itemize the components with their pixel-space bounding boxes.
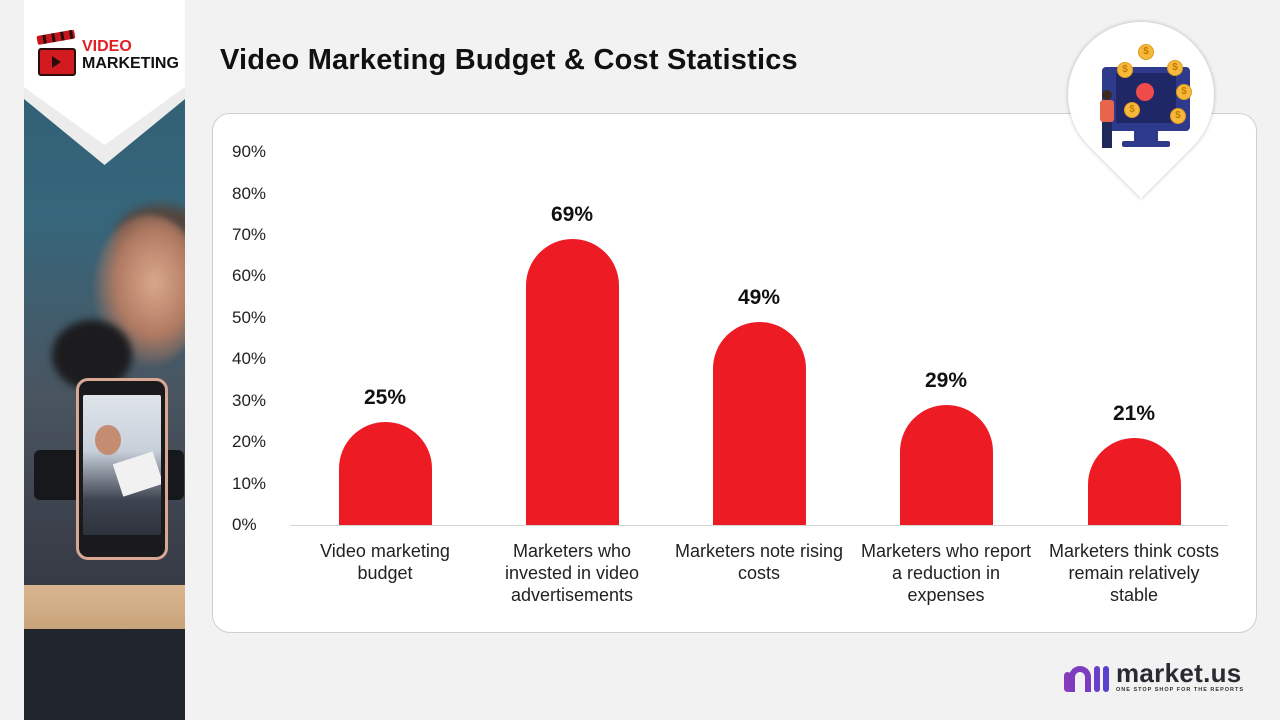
coin-icon: $ (1124, 102, 1140, 118)
phone-screen-person (95, 425, 121, 455)
market-us-name: market.us (1116, 658, 1242, 688)
person-illustration (1098, 90, 1116, 148)
bar-value-label: 49% (737, 286, 781, 310)
pin-circle: $ $ $ $ $ $ (1072, 22, 1210, 160)
photo-floor (24, 629, 185, 720)
y-tick: 80% (232, 183, 267, 203)
y-tick: 40% (232, 349, 267, 368)
y-tick: 60% (232, 266, 267, 285)
market-us-tagline: ONE STOP SHOP FOR THE REPORTS (1116, 687, 1245, 693)
y-tick: 10% (232, 474, 267, 493)
coin-icon: $ (1167, 60, 1183, 76)
coin-icon: $ (1117, 62, 1133, 78)
category-label: Marketers note rising costs (674, 541, 844, 583)
smartphone-image (76, 378, 168, 560)
category-label: Video marketing budget (320, 541, 450, 583)
bar-value-label: 69% (550, 203, 594, 227)
market-us-logo: market.us ONE STOP SHOP FOR THE REPORTS (1064, 660, 1244, 693)
photo-desk (24, 585, 185, 629)
phone-screen (83, 395, 161, 535)
clapperboard-icon (36, 29, 78, 78)
bar (899, 404, 993, 525)
y-tick: 0% (232, 515, 257, 534)
category-label: Marketers who invested in video advertis… (504, 541, 640, 605)
y-tick: 20% (232, 432, 267, 451)
map-pin-badge: $ $ $ $ $ $ (1037, 0, 1245, 199)
play-icon (52, 56, 61, 68)
bar-value-label: 25% (363, 385, 407, 409)
page-title: Video Marketing Budget & Cost Statistics (220, 44, 798, 76)
bar-value-label: 21% (1112, 402, 1156, 426)
coin-icon: $ (1176, 84, 1192, 100)
y-tick: 90% (232, 142, 267, 161)
bar (712, 322, 806, 525)
bar (1087, 438, 1181, 525)
category-label: Marketers who report a reduction in expe… (860, 541, 1032, 605)
bar (338, 421, 432, 525)
video-play-icon (1136, 83, 1154, 101)
phone-screen-paper (112, 451, 161, 497)
logo-text-marketing: MARKETING (82, 55, 179, 72)
y-tick: 30% (232, 391, 267, 410)
y-tick: 70% (232, 225, 267, 244)
bar-value-label: 29% (924, 368, 968, 392)
category-label: Marketers think costs remain relatively … (1048, 541, 1220, 605)
coin-icon: $ (1170, 108, 1186, 124)
bar (525, 239, 619, 525)
x-axis-baseline (290, 525, 1228, 526)
market-us-icon (1064, 662, 1110, 692)
y-tick: 50% (232, 308, 267, 327)
logo-text-video: VIDEO (82, 38, 132, 55)
coin-icon: $ (1138, 44, 1154, 60)
video-marketing-logo: VIDEO MARKETING (36, 29, 179, 78)
